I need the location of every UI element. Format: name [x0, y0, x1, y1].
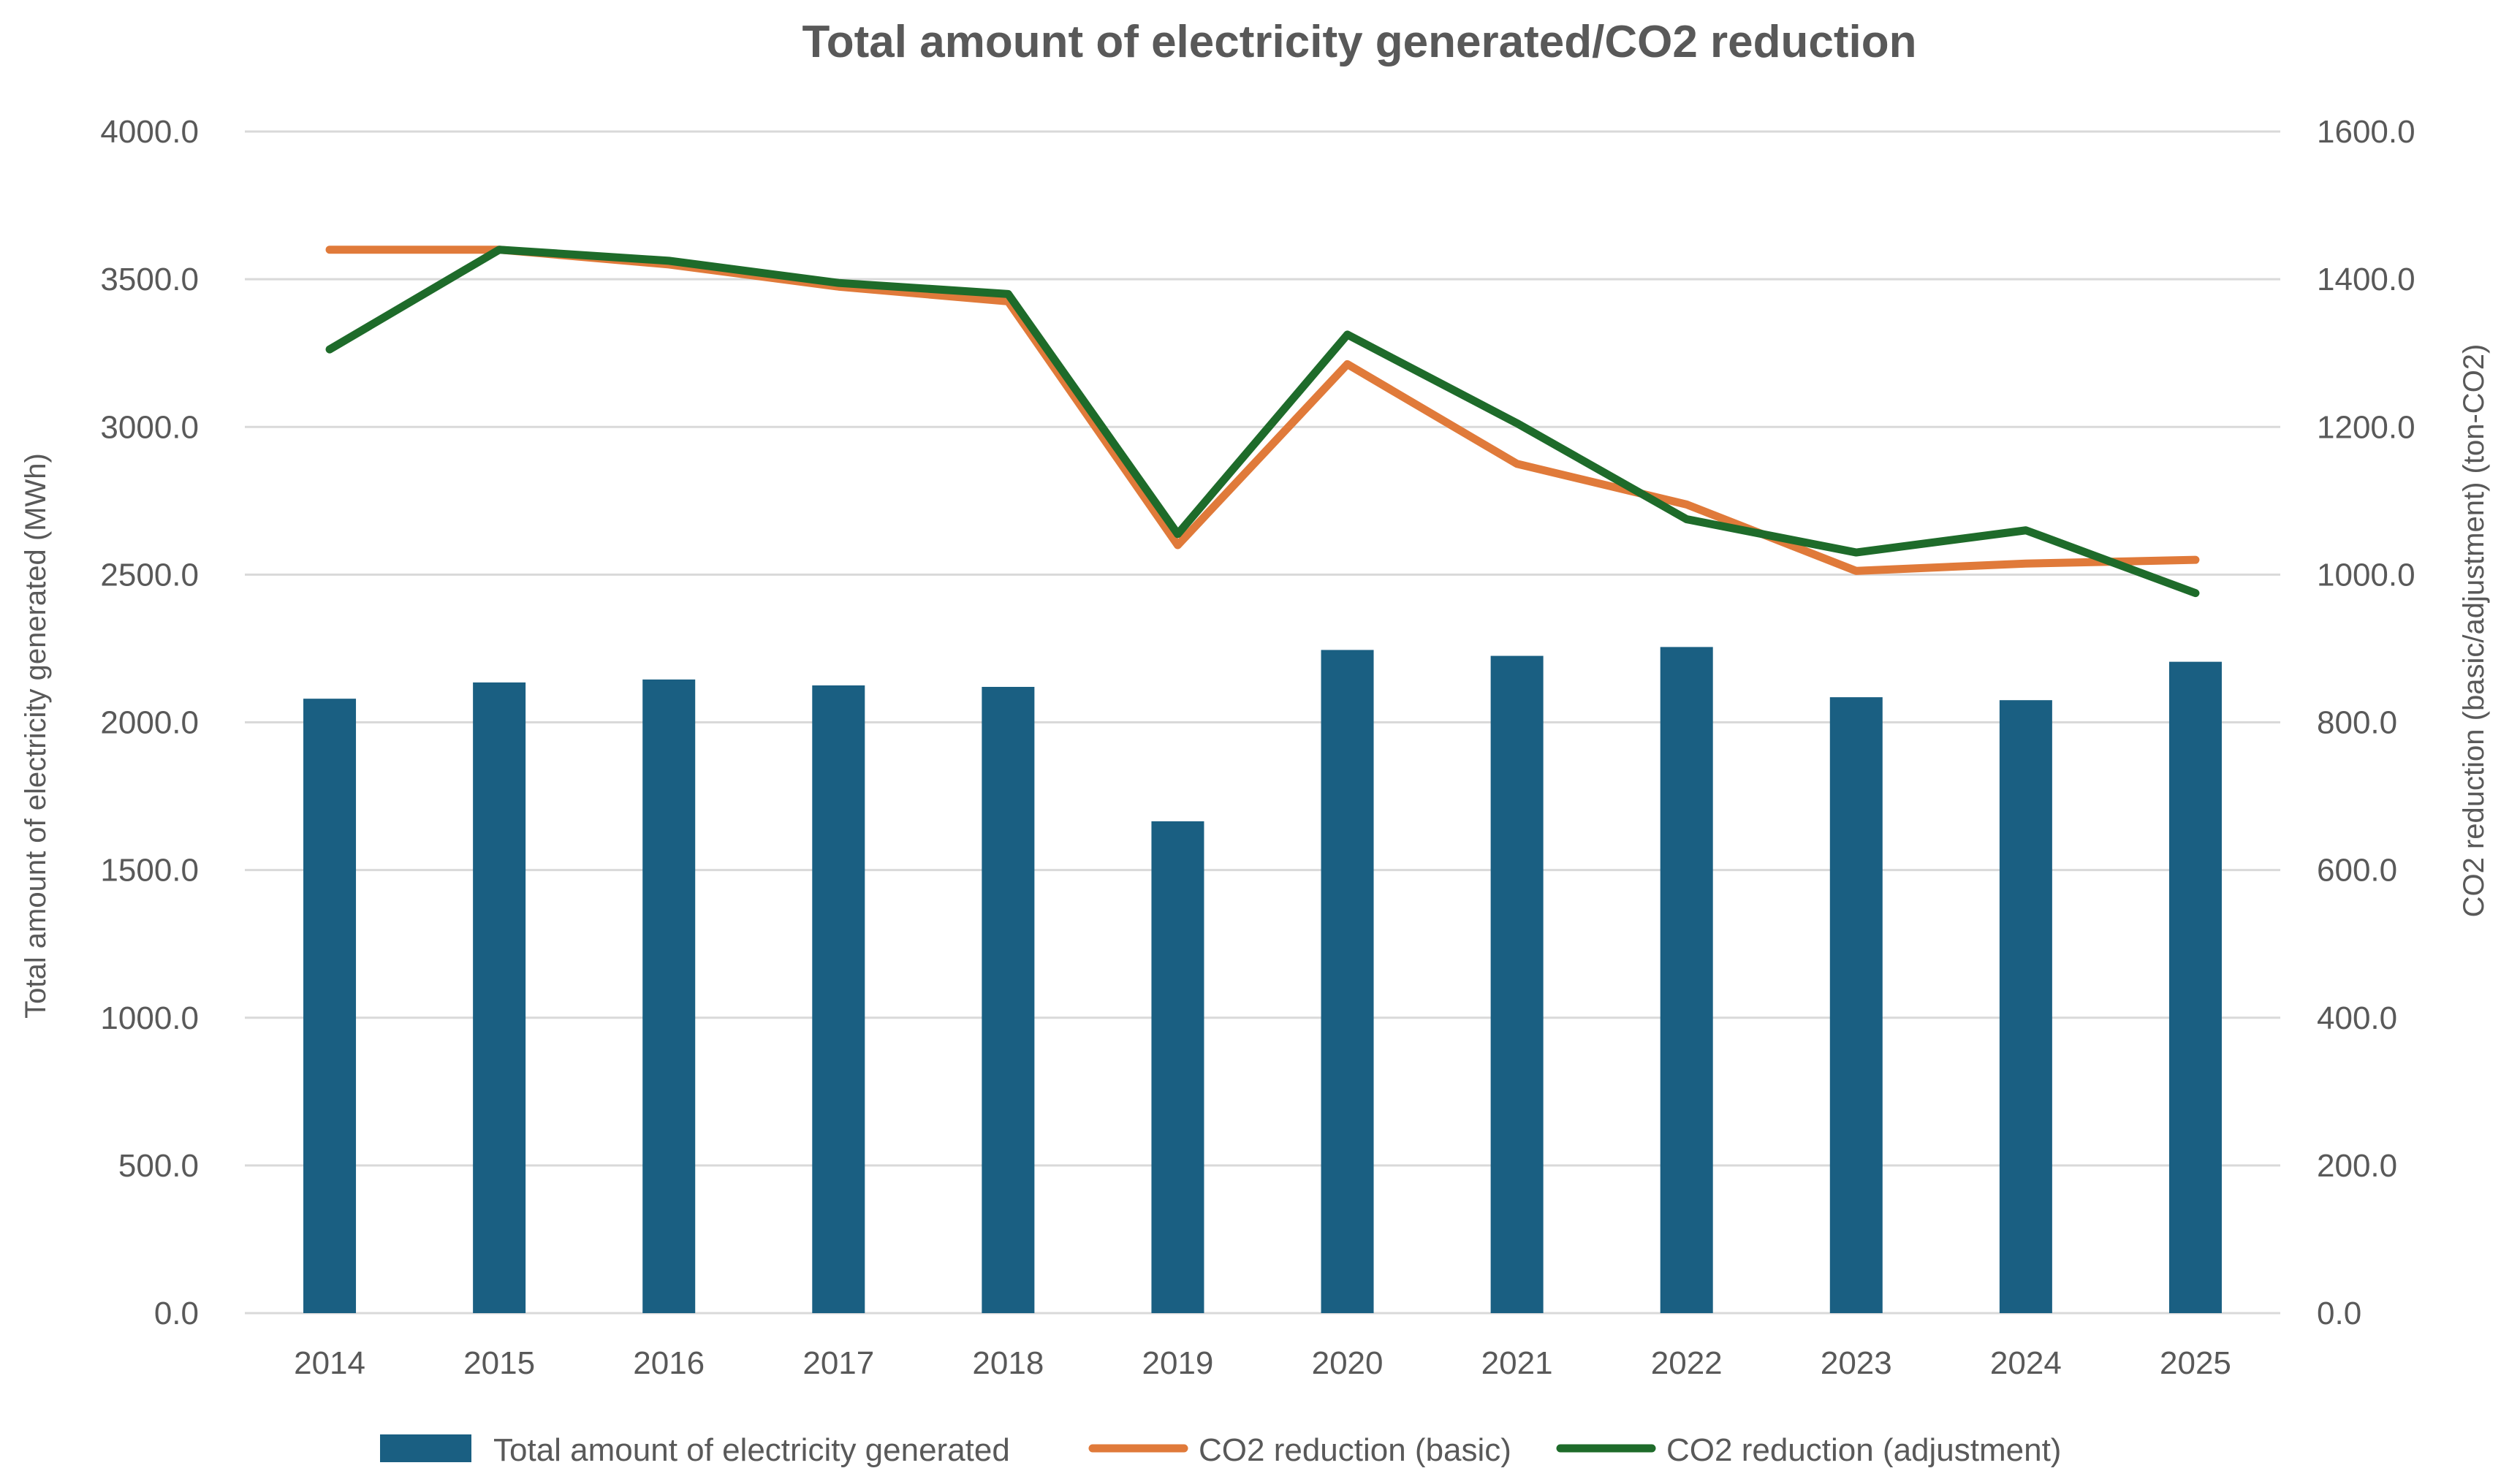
left-tick-label: 1000.0: [100, 1000, 199, 1036]
right-axis-ticks: 0.0 200.0 400.0 600.0 800.0 1000.0 1200.0 1400.…: [2317, 114, 2415, 1331]
bar: [473, 682, 526, 1313]
left-tick-label: 500.0: [118, 1148, 199, 1184]
bar: [1321, 650, 1374, 1313]
lines: [325, 246, 2200, 598]
left-tick-label: 2000.0: [100, 705, 199, 741]
bars: [303, 647, 2222, 1313]
right-axis-title: CO2 reduction (basic/adjustment) (ton-CO…: [2458, 344, 2490, 918]
left-axis-title: Total amount of electricity generated (M…: [20, 453, 52, 1019]
right-tick-label: 200.0: [2317, 1148, 2397, 1184]
right-tick-label: 1000.0: [2317, 557, 2415, 593]
x-tick-label: 2014: [294, 1345, 365, 1381]
bar: [1999, 700, 2052, 1313]
series-line: [325, 246, 2200, 598]
right-tick-label: 400.0: [2317, 1000, 2397, 1036]
legend-label: CO2 reduction (adjustment): [1666, 1432, 2061, 1468]
right-tick-label: 0.0: [2317, 1296, 2361, 1331]
bar: [1490, 655, 1544, 1313]
legend: Total amount of electricity generated CO2…: [380, 1432, 2061, 1468]
x-tick-label: 2015: [463, 1345, 535, 1381]
left-tick-label: 2500.0: [100, 557, 199, 593]
left-tick-label: 3000.0: [100, 409, 199, 445]
bar: [1829, 697, 1883, 1313]
gridlines: [245, 130, 2280, 1315]
legend-label: CO2 reduction (basic): [1199, 1432, 1511, 1468]
x-tick-label: 2023: [1821, 1345, 1892, 1381]
x-tick-label: 2021: [1481, 1345, 1553, 1381]
left-tick-label: 4000.0: [100, 114, 199, 150]
left-tick-label: 3500.0: [100, 262, 199, 297]
chart-title: Total amount of electricity generated/CO…: [802, 17, 1917, 67]
bar: [642, 679, 696, 1313]
x-tick-label: 2017: [802, 1345, 874, 1381]
left-axis-ticks: 0.0 500.0 1000.0 1500.0 2000.0 2500.0 3000.0 35…: [100, 114, 199, 1331]
bar: [982, 686, 1035, 1313]
bar: [1151, 821, 1204, 1313]
x-tick-label: 2018: [972, 1345, 1044, 1381]
right-tick-label: 1400.0: [2317, 262, 2415, 297]
x-tick-label: 2020: [1312, 1345, 1384, 1381]
bar: [303, 699, 357, 1313]
right-tick-label: 1600.0: [2317, 114, 2415, 150]
left-tick-label: 1500.0: [100, 853, 199, 889]
x-tick-label: 2016: [633, 1345, 705, 1381]
x-tick-label: 2022: [1651, 1345, 1723, 1381]
right-tick-label: 600.0: [2317, 853, 2397, 889]
x-tick-label: 2019: [1142, 1345, 1214, 1381]
legend-label: Total amount of electricity generated: [493, 1432, 1010, 1468]
bar: [1660, 647, 1713, 1313]
x-axis-ticks: 2014 2015 2016 2017 2018 2019 2020 2021 2022 2023…: [294, 1345, 2231, 1381]
left-tick-label: 0.0: [154, 1296, 199, 1331]
right-tick-label: 800.0: [2317, 705, 2397, 741]
bar: [812, 685, 865, 1313]
legend-swatch-bar: [380, 1434, 471, 1462]
series-line: [325, 246, 2200, 575]
right-tick-label: 1200.0: [2317, 409, 2415, 445]
x-tick-label: 2024: [1990, 1345, 2062, 1381]
bar: [2168, 661, 2222, 1313]
x-tick-label: 2025: [2160, 1345, 2231, 1381]
